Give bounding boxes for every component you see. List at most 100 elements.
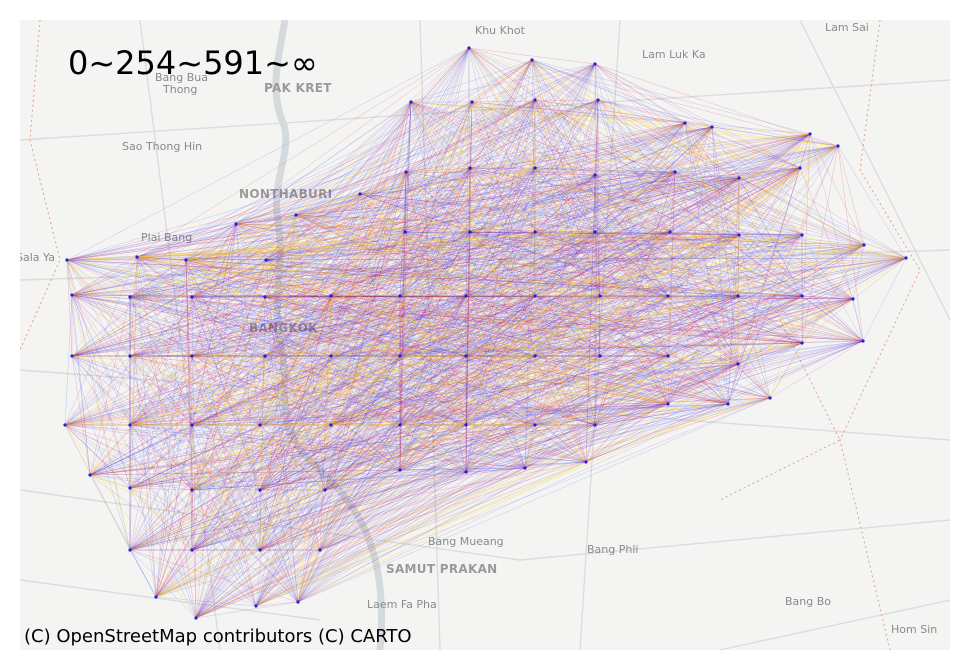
network-edge [64,424,299,603]
basemap-layer [20,20,950,650]
network-edge [136,256,332,426]
network-node [533,230,537,234]
network-edge [399,174,596,357]
network-edge [399,167,801,471]
network-edge [594,231,669,297]
network-edge [66,259,193,491]
network-edge [64,355,332,426]
network-edge [399,167,536,297]
network-edge [66,259,321,551]
network-edge [155,295,401,598]
network-edge [667,167,801,405]
network-edge [465,133,811,357]
network-edge [405,171,803,344]
network-node [398,294,402,298]
network-edge [399,295,854,300]
network-edge [599,133,811,297]
network-edge [129,99,599,298]
network-edge [235,223,536,426]
network-edge [264,231,471,357]
network-edge [465,467,526,473]
network-edge [404,231,536,297]
network-edge [191,171,676,491]
network-edge [405,99,536,173]
network-edge [324,295,601,491]
network-edge [359,193,803,344]
network-edge [324,424,467,491]
network-edge [534,355,771,399]
network-node [294,213,298,217]
network-edge [524,363,739,469]
network-edge [191,424,401,471]
network-edge [255,101,473,607]
network-edge [330,295,803,357]
network-edge [295,214,864,342]
network-edge [185,259,596,426]
network-edge [295,214,771,399]
network-edge [71,294,266,298]
map-canvas[interactable]: Khu Khot Lam Sai Lam Luk Ka Bang Bua Tho… [20,20,950,650]
network-edge [136,167,471,258]
network-edge [129,424,193,491]
network-edge [129,355,669,489]
map-attribution: (C) OpenStreetMap contributors (C) CARTO [24,626,412,647]
network-edge [129,296,193,357]
network-edge [330,231,536,426]
network-edge [191,234,803,298]
network-edge [195,101,473,619]
network-edge [255,601,299,607]
network-edge [66,259,803,297]
network-edge [465,167,536,426]
network-node [318,548,322,552]
network-edge [597,99,740,236]
network-edge [155,298,854,598]
network-edge [264,296,526,469]
network-edge [297,424,401,603]
network-edge [129,257,907,426]
network-edge [534,403,729,426]
network-edge [399,174,596,297]
network-node [668,230,672,234]
network-edge [191,47,470,551]
network-edge [295,214,536,233]
network-edge [471,63,596,103]
network-edge [71,355,299,603]
network-edge [399,257,907,357]
network-edge [129,295,803,357]
network-edge [191,355,261,551]
network-edge [191,295,669,298]
network-edge [594,167,801,426]
network-edge [89,174,596,476]
network-edge [71,63,596,357]
network-edge [191,133,811,491]
network-edge [594,99,599,426]
network-edge [265,259,536,426]
basemap-land [20,20,950,650]
network-edge [524,295,803,469]
network-edge [235,223,669,297]
network-edge [71,294,669,297]
network-edge [534,295,669,357]
network-edge [330,231,671,426]
network-edge [129,259,267,426]
network-edge [468,47,740,236]
network-edge [64,363,739,426]
network-node [65,258,69,262]
network-edge [265,259,467,473]
network-node [128,548,132,552]
network-edge [235,101,412,225]
network-edge [191,295,739,357]
network-edge [319,99,536,551]
network-edge [469,99,536,169]
network-edge [597,99,803,344]
network-edge [259,295,739,491]
network-edge [399,99,599,426]
network-edge [265,259,536,297]
network-edge [599,355,669,405]
network-edge [264,231,671,298]
network-edge [191,257,907,426]
network-edge [259,234,740,426]
network-edge [737,298,854,365]
network-edge [129,296,257,607]
network-edge [129,145,839,357]
